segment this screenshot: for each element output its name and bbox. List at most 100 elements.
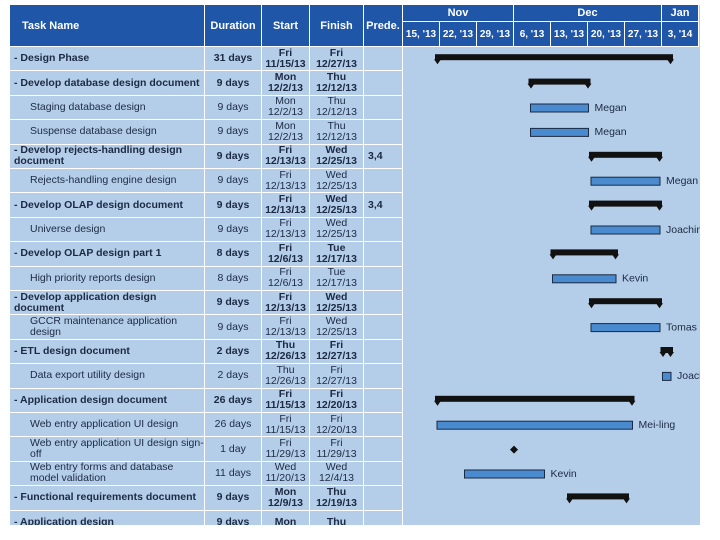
start-day: Mon xyxy=(274,486,297,498)
week-header: 15, '13 xyxy=(403,22,440,47)
task-name-text: - Design Phase xyxy=(14,52,90,65)
finish-date: Wed 12/4/13 xyxy=(310,461,364,487)
start-date-text: 12/13/13 xyxy=(265,228,306,241)
start-day: Fri xyxy=(279,437,292,450)
start-date: Fri 11/15/13 xyxy=(262,413,310,438)
finish-date-text: 12/4/13 xyxy=(318,472,355,485)
resource-name: Tomas xyxy=(666,321,697,333)
task-name-text: Web entry forms and database model valid… xyxy=(30,461,174,485)
finish-date-text: 12/25/13 xyxy=(316,301,357,314)
finish-day: Thu xyxy=(327,95,346,108)
start-day: Fri xyxy=(278,144,293,157)
finish-day: Fri xyxy=(330,364,343,376)
week-header: 27, '13 xyxy=(625,22,662,47)
finish-date: Thu 12/12/13 xyxy=(310,120,364,145)
start-day: Fri xyxy=(278,291,293,303)
duration-text: 9 days xyxy=(217,320,249,333)
start-date: Fri 12/13/13 xyxy=(262,144,310,169)
duration: 26 days xyxy=(205,413,262,438)
start-date-text: 12/13/13 xyxy=(265,179,306,192)
task-name: GCCR maintenance application design xyxy=(10,315,205,340)
start-date: Fri 12/13/13 xyxy=(262,169,310,194)
start-date-text: 12/26/13 xyxy=(265,350,306,363)
start-date: Mon 12/2/13 xyxy=(262,120,310,145)
finish-day: Tue xyxy=(327,266,346,279)
duration-text: 9 days xyxy=(217,100,249,113)
duration-text: 9 days xyxy=(217,222,249,235)
task-bar xyxy=(590,323,661,333)
duration-text: 26 days xyxy=(213,393,253,406)
resource-name: Kevin xyxy=(551,468,577,480)
task-bar xyxy=(552,274,617,284)
summary-bar xyxy=(550,249,618,256)
start-date: Mon 12/2/13 xyxy=(262,71,310,96)
start-date: Fri 11/15/13 xyxy=(262,47,310,72)
finish-date-text: 12/27/13 xyxy=(316,57,357,70)
predecessors xyxy=(364,169,403,194)
task-name-text: - Develop OLAP design part 1 xyxy=(14,247,162,260)
start-day: Fri xyxy=(279,315,292,328)
column-header: Duration xyxy=(205,5,262,47)
duration-text: 9 days xyxy=(216,515,250,525)
summary-cap xyxy=(659,352,674,357)
finish-day: Thu xyxy=(327,120,346,132)
duration: 9 days xyxy=(205,217,262,243)
duration-text: 2 days xyxy=(216,344,250,357)
task-name: - Functional requirements document xyxy=(10,486,205,511)
start-date: Fri 12/13/13 xyxy=(262,217,310,243)
finish-date: Thu 12/19/13 xyxy=(310,486,364,511)
resource-name: Megan xyxy=(666,175,698,187)
duration: 26 days xyxy=(205,388,262,413)
task-name-text: Universe design xyxy=(30,222,106,235)
task-name-text: - Develop OLAP design document xyxy=(14,198,183,211)
duration: 9 days xyxy=(205,144,262,169)
duration-text: 31 days xyxy=(213,52,253,65)
finish-day: Wed xyxy=(325,291,348,303)
start-day: Mon xyxy=(274,515,297,525)
start-date-text: 12/2/13 xyxy=(267,82,304,95)
task-name: Data export utility design xyxy=(10,364,205,389)
task-name: - Develop database design document xyxy=(10,71,205,96)
task-name-text: - Functional requirements document xyxy=(14,491,197,504)
finish-date: Fri 12/27/13 xyxy=(310,339,364,365)
resource-name: Kevin xyxy=(622,273,648,285)
start-date: Fri 11/15/13 xyxy=(262,388,310,413)
predecessors xyxy=(364,217,403,243)
predecessors xyxy=(364,510,403,525)
task-name: Rejects-handling engine design xyxy=(10,169,205,194)
finish-date: Tue 12/17/13 xyxy=(310,266,364,291)
duration: 2 days xyxy=(205,364,262,389)
finish-date: Wed 12/25/13 xyxy=(310,291,364,316)
predecessors xyxy=(364,437,403,462)
predecessors xyxy=(364,413,403,438)
finish-day: Wed xyxy=(325,217,348,230)
duration-text: 1 day xyxy=(220,442,246,455)
start-day: Thu xyxy=(276,364,295,376)
month-header: Dec xyxy=(514,5,662,22)
task-name-text: - ETL design document xyxy=(14,344,130,357)
finish-day: Wed xyxy=(325,169,348,181)
finish-date-text: 11/29/13 xyxy=(316,448,357,461)
start-date-text: 11/15/13 xyxy=(265,423,306,436)
start-date: Fri 11/29/13 xyxy=(262,437,310,462)
task-name-text: - Application design xyxy=(14,515,114,525)
milestone xyxy=(510,445,518,454)
task-name: - Develop OLAP design part 1 xyxy=(10,242,205,267)
task-bar xyxy=(436,420,633,430)
start-date-text: 12/13/13 xyxy=(265,155,306,168)
start-date-text: 12/2/13 xyxy=(267,130,304,143)
task-name-text: High priority reports design xyxy=(30,271,156,284)
predecessors xyxy=(364,95,403,121)
start-date-text: 12/6/13 xyxy=(267,277,304,290)
predecessors-text: 3,4 xyxy=(368,149,383,162)
finish-day: Thu xyxy=(326,486,347,498)
task-name: - Design Phase xyxy=(10,47,205,72)
resource-name: Mei-ling xyxy=(639,419,676,431)
start-day: Thu xyxy=(275,339,296,352)
start-date-text: 12/13/13 xyxy=(265,301,306,314)
start-date: Mon xyxy=(262,510,310,525)
start-date-text: 12/6/13 xyxy=(267,252,304,265)
start-date-text: 11/15/13 xyxy=(265,57,306,70)
duration-text: 8 days xyxy=(216,247,250,260)
start-date: Fri 12/6/13 xyxy=(262,242,310,267)
